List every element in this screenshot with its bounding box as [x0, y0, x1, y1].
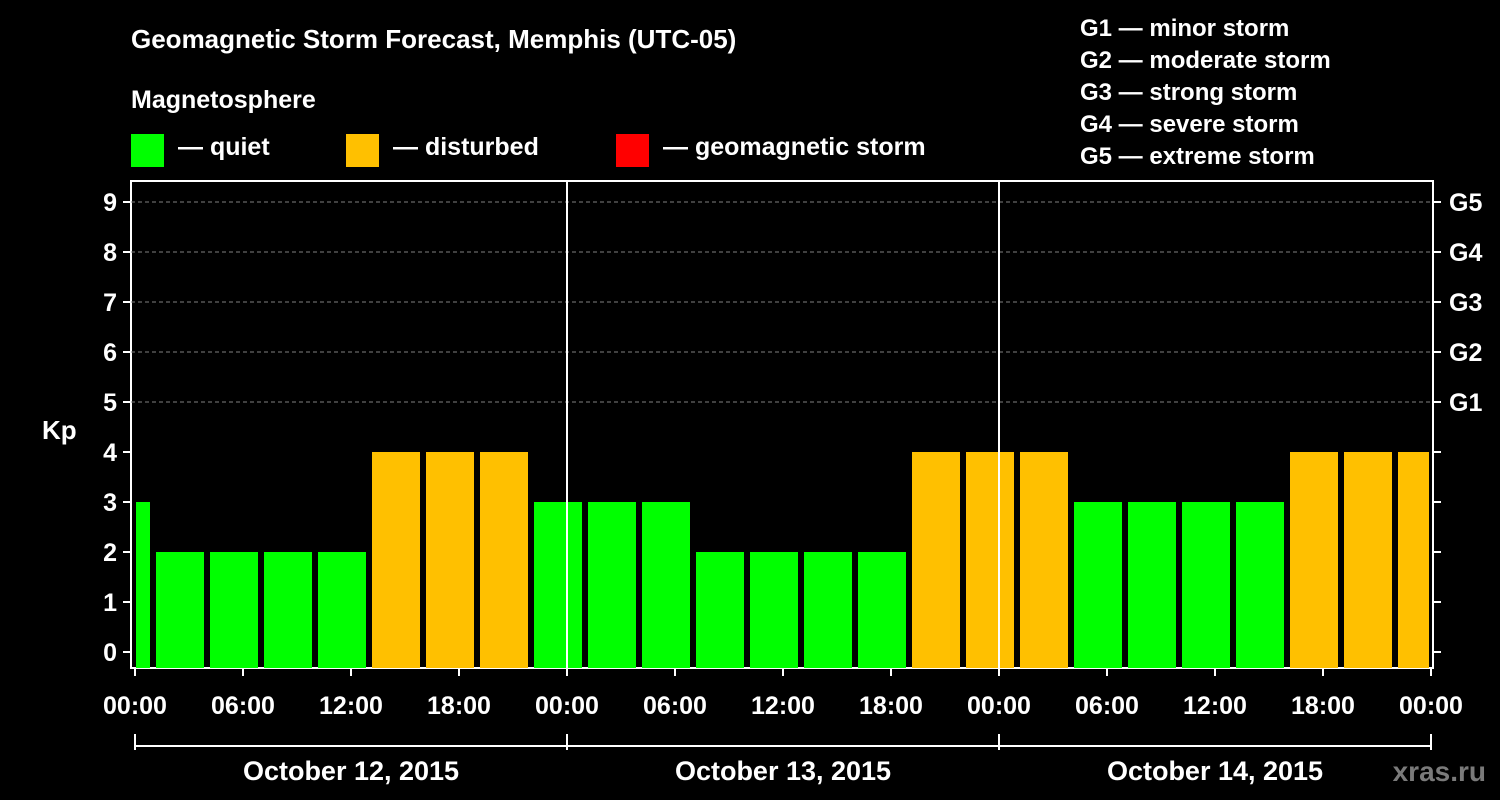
- x-tick-label: 00:00: [1399, 692, 1463, 720]
- y-tick-label: 2: [103, 539, 117, 567]
- x-tick-label: 06:00: [1075, 692, 1139, 720]
- y-tick-label: 9: [103, 189, 117, 217]
- y-tick-label: 3: [103, 489, 117, 517]
- magnetosphere-label: Magnetosphere: [131, 86, 316, 114]
- kp-bar: [136, 502, 150, 668]
- y-tick-label: 4: [103, 439, 117, 467]
- kp-bar: [696, 552, 744, 668]
- kp-bar: [1128, 502, 1176, 668]
- kp-bar: [966, 452, 1014, 668]
- y-tick-label: 7: [103, 289, 117, 317]
- x-tick-label: 06:00: [643, 692, 707, 720]
- kp-bar: [210, 552, 258, 668]
- y-tick-label: 5: [103, 389, 117, 417]
- kp-bar: [264, 552, 312, 668]
- g-scale-tick-label: G3: [1449, 289, 1482, 317]
- day-label: October 12, 2015: [243, 756, 459, 786]
- kp-bar: [480, 452, 528, 668]
- legend-label-storm: — geomagnetic storm: [663, 133, 926, 161]
- kp-bar: [1236, 502, 1284, 668]
- watermark: xras.ru: [1392, 756, 1486, 787]
- kp-bar: [156, 552, 204, 668]
- g-legend-g2: G2 — moderate storm: [1080, 47, 1331, 74]
- x-tick-label: 00:00: [535, 692, 599, 720]
- legend-swatch-storm: [616, 134, 649, 167]
- legend-label-quiet: — quiet: [178, 133, 270, 161]
- kp-bar: [426, 452, 474, 668]
- y-tick-label: 1: [103, 589, 117, 617]
- kp-bar: [750, 552, 798, 668]
- g-scale-tick-label: G1: [1449, 389, 1482, 417]
- x-tick-label: 18:00: [859, 692, 923, 720]
- x-tick-label: 18:00: [1291, 692, 1355, 720]
- kp-bar: [588, 502, 636, 668]
- day-label: October 13, 2015: [675, 756, 891, 786]
- kp-bar: [858, 552, 906, 668]
- legend-swatch-disturbed: [346, 134, 379, 167]
- x-tick-label: 12:00: [319, 692, 383, 720]
- y-tick-label: 8: [103, 239, 117, 267]
- y-axis-label: Kp: [42, 415, 77, 445]
- chart-title: Geomagnetic Storm Forecast, Memphis (UTC…: [131, 24, 737, 54]
- x-tick-label: 00:00: [967, 692, 1031, 720]
- kp-bar: [1074, 502, 1122, 668]
- g-legend-g3: G3 — strong storm: [1080, 79, 1298, 106]
- kp-bar: [1398, 452, 1429, 668]
- y-tick-label: 6: [103, 339, 117, 367]
- x-tick-label: 12:00: [751, 692, 815, 720]
- legend-swatch-quiet: [131, 134, 164, 167]
- x-tick-label: 06:00: [211, 692, 275, 720]
- x-tick-label: 00:00: [103, 692, 167, 720]
- kp-bar: [318, 552, 366, 668]
- kp-bar: [912, 452, 960, 668]
- g-legend-g1: G1 — minor storm: [1080, 15, 1290, 42]
- kp-bar: [1182, 502, 1230, 668]
- kp-bar: [1020, 452, 1068, 668]
- legend-label-disturbed: — disturbed: [393, 133, 539, 161]
- g-scale-tick-label: G5: [1449, 189, 1482, 217]
- kp-bar: [534, 502, 582, 668]
- kp-bar: [372, 452, 420, 668]
- x-tick-label: 12:00: [1183, 692, 1247, 720]
- g-scale-tick-label: G2: [1449, 339, 1482, 367]
- g-legend-g5: G5 — extreme storm: [1080, 143, 1315, 170]
- kp-bar: [642, 502, 690, 668]
- kp-bar: [1290, 452, 1338, 668]
- x-tick-label: 18:00: [427, 692, 491, 720]
- kp-bar: [804, 552, 852, 668]
- g-legend-g4: G4 — severe storm: [1080, 111, 1299, 138]
- g-scale-tick-label: G4: [1449, 239, 1482, 267]
- kp-bar: [1344, 452, 1392, 668]
- day-label: October 14, 2015: [1107, 756, 1323, 786]
- y-tick-label: 0: [103, 639, 117, 667]
